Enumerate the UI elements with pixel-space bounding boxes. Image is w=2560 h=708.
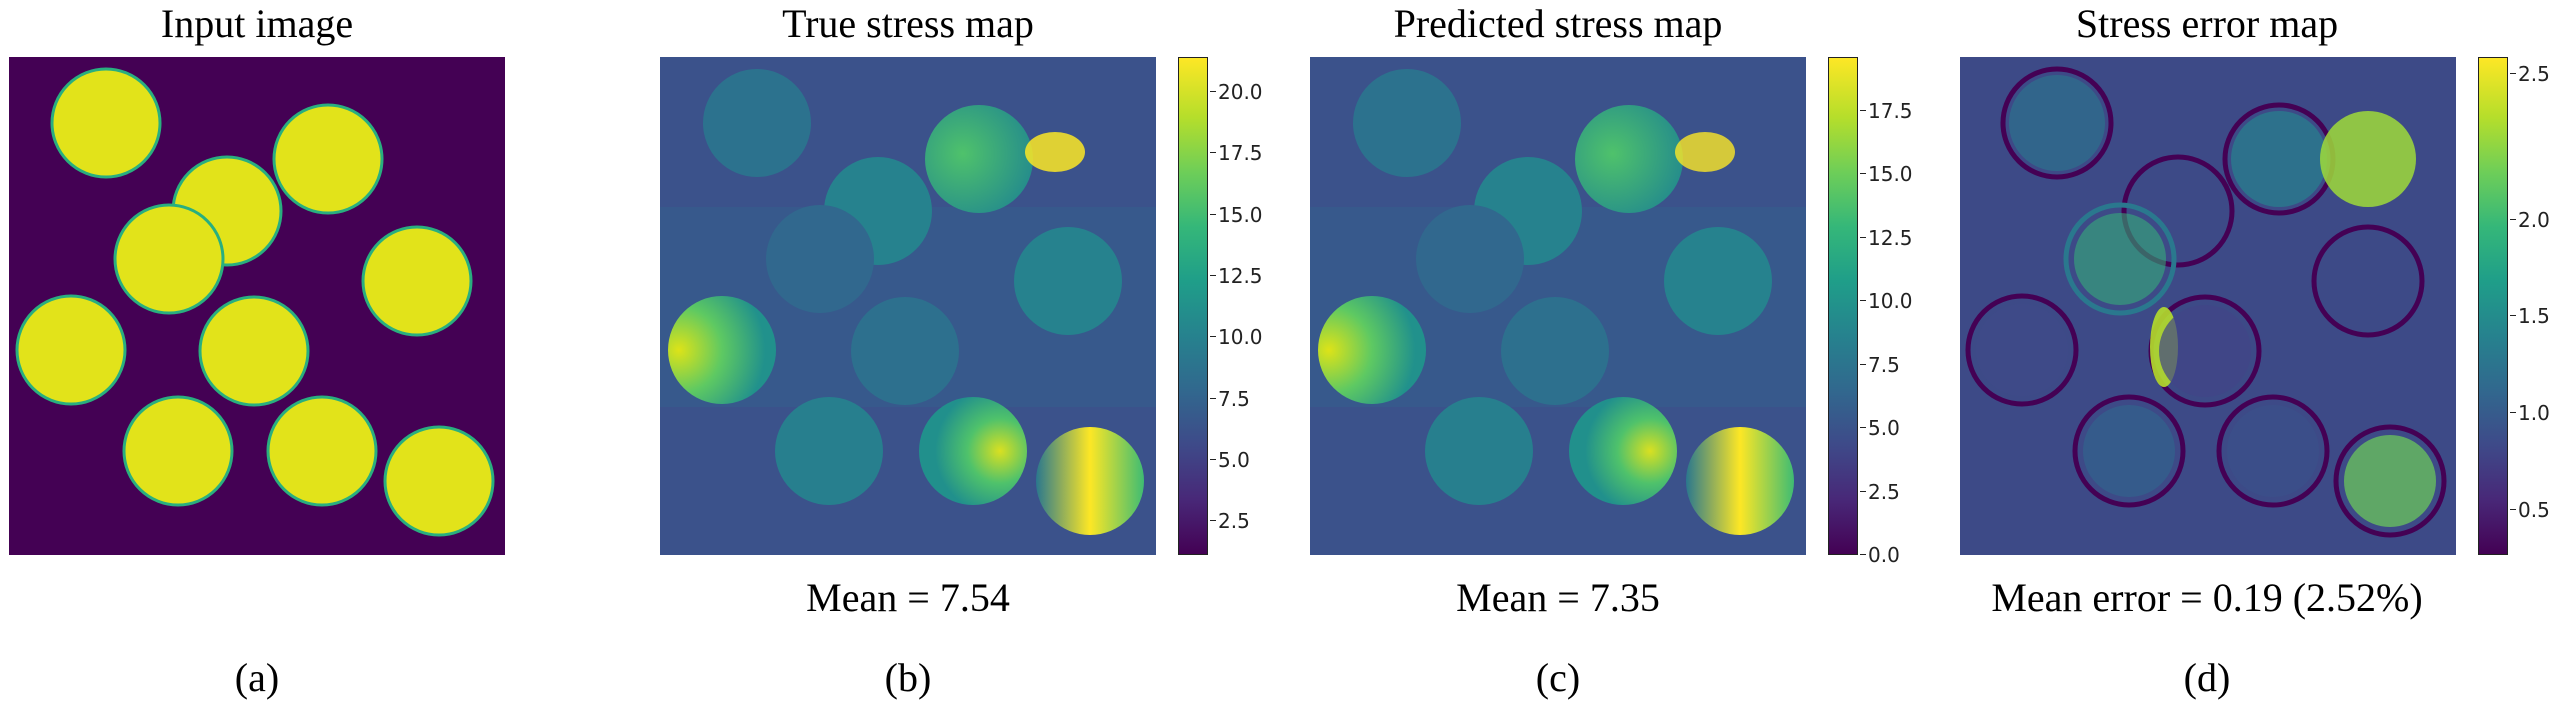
stress-error-map — [1960, 57, 2456, 555]
colorbar-b — [1178, 57, 1208, 555]
predicted-stress-map — [1310, 57, 1806, 555]
panel-c-label: (c) — [1535, 655, 1581, 700]
particle-circle — [50, 67, 162, 179]
tick-label: 15.0 — [1210, 203, 1263, 227]
tick-label: 12.5 — [1210, 264, 1263, 288]
tick-label: 10.0 — [1860, 289, 1913, 313]
colorbar-c — [1828, 57, 1858, 555]
tick-label: 0.0 — [1860, 543, 1900, 567]
particle-circle — [122, 395, 234, 507]
particle-circle — [383, 425, 495, 537]
tick-label: 1.0 — [2510, 401, 2550, 425]
panel-c-caption: Mean = 7.35 — [1456, 575, 1660, 620]
panel-d-label: (d) — [2183, 655, 2231, 700]
tick-label: 2.5 — [1860, 480, 1900, 504]
tick-label: 2.0 — [2510, 208, 2550, 232]
input-image — [9, 57, 505, 555]
panel-b-caption: Mean = 7.54 — [806, 575, 1010, 620]
tick-label: 2.5 — [1210, 509, 1250, 533]
tick-label: 10.0 — [1210, 325, 1263, 349]
colorbar-d — [2478, 57, 2508, 555]
colorbar-d-ticks: 0.5 1.0 1.5 2.0 2.5 — [2510, 57, 2560, 555]
tick-label: 0.5 — [2510, 498, 2550, 522]
tick-label: 17.5 — [1860, 99, 1913, 123]
particle-circle — [198, 295, 310, 407]
tick-label: 7.5 — [1860, 353, 1900, 377]
tick-label: 12.5 — [1860, 226, 1913, 250]
tick-label: 5.0 — [1210, 448, 1250, 472]
true-stress-map — [660, 57, 1156, 555]
particle-circle — [361, 225, 473, 337]
tick-label: 7.5 — [1210, 387, 1250, 411]
colorbar-b-ticks: 2.5 5.0 7.5 10.0 12.5 15.0 17.5 20.0 — [1210, 57, 1298, 555]
panel-b-label: (b) — [884, 655, 932, 700]
tick-label: 15.0 — [1860, 162, 1913, 186]
particle-circle — [15, 294, 127, 406]
panel-a-title: Input image — [160, 1, 354, 46]
tick-label: 2.5 — [2510, 62, 2550, 86]
colorbar-c-ticks: 0.0 2.5 5.0 7.5 10.0 12.5 15.0 17.5 — [1860, 57, 1948, 566]
panel-d-title: Stress error map — [2075, 1, 2339, 46]
particle-circle — [272, 103, 384, 215]
panel-d-caption: Mean error = 0.19 (2.52%) — [1991, 575, 2423, 620]
panel-b-title: True stress map — [782, 1, 1034, 46]
panel-c-title: Predicted stress map — [1393, 1, 1723, 46]
panel-a-label: (a) — [234, 655, 280, 700]
particle-circle — [266, 395, 378, 507]
tick-label: 1.5 — [2510, 304, 2550, 328]
tick-label: 20.0 — [1210, 80, 1263, 104]
tick-label: 5.0 — [1860, 416, 1900, 440]
tick-label: 17.5 — [1210, 141, 1263, 165]
particle-circle — [113, 203, 225, 315]
